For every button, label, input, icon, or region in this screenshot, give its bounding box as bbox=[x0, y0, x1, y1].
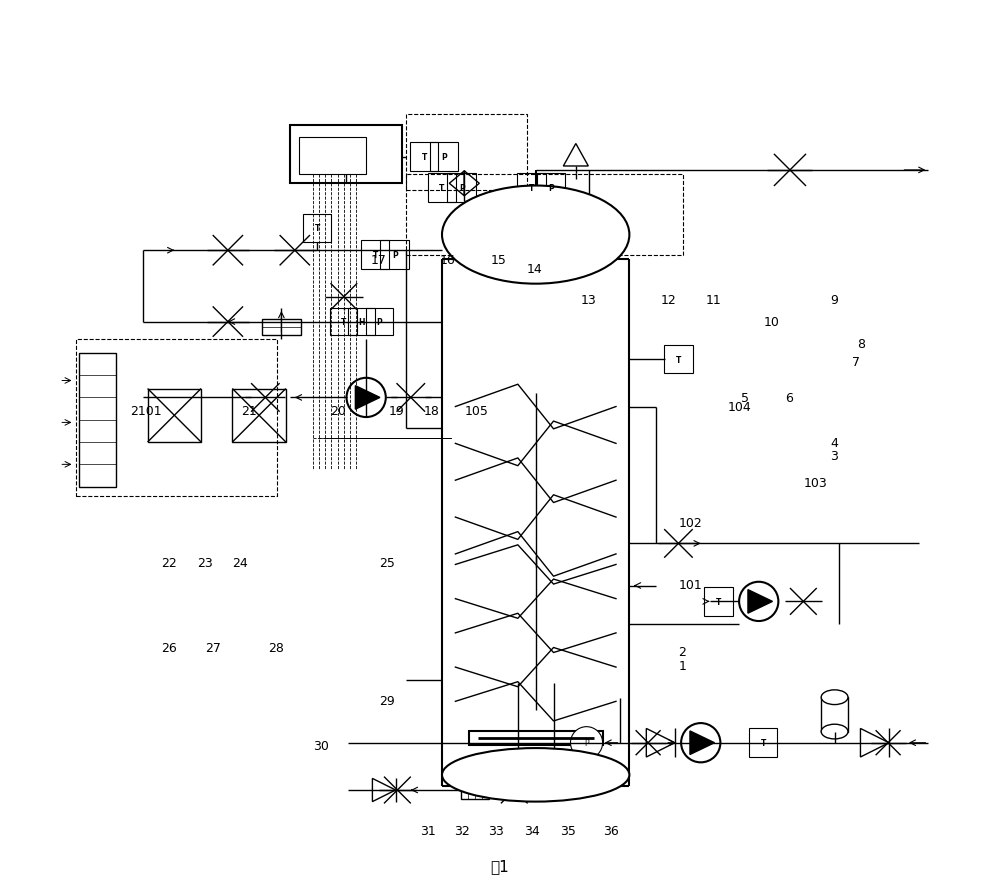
Text: 13: 13 bbox=[580, 293, 596, 307]
Polygon shape bbox=[748, 590, 772, 613]
Bar bbox=[821, 697, 848, 732]
Bar bbox=[428, 174, 456, 203]
Text: 1: 1 bbox=[678, 659, 686, 672]
Bar bbox=[537, 174, 565, 203]
Text: 32: 32 bbox=[454, 823, 469, 837]
Bar bbox=[430, 143, 458, 172]
Text: 35: 35 bbox=[560, 823, 576, 837]
Bar bbox=[749, 729, 777, 757]
Bar bbox=[232, 389, 286, 443]
Text: 5: 5 bbox=[741, 392, 749, 404]
Text: P: P bbox=[441, 153, 447, 162]
Bar bbox=[380, 241, 409, 270]
Text: 12: 12 bbox=[661, 293, 676, 307]
Bar bbox=[517, 174, 546, 203]
Ellipse shape bbox=[821, 690, 848, 704]
Bar bbox=[299, 138, 366, 175]
Bar bbox=[366, 308, 393, 335]
Text: 15: 15 bbox=[491, 253, 507, 266]
Text: T: T bbox=[716, 597, 721, 606]
Text: 9: 9 bbox=[830, 293, 838, 307]
Text: 2: 2 bbox=[678, 645, 686, 659]
Text: 25: 25 bbox=[380, 556, 395, 569]
Bar bbox=[406, 114, 527, 190]
Text: 30: 30 bbox=[313, 739, 329, 752]
Text: P: P bbox=[548, 184, 554, 193]
Text: 27: 27 bbox=[206, 641, 221, 654]
Text: 24: 24 bbox=[232, 556, 248, 569]
Text: P: P bbox=[377, 317, 382, 326]
Bar bbox=[447, 174, 476, 203]
Circle shape bbox=[739, 582, 778, 621]
Text: 102: 102 bbox=[678, 516, 702, 529]
Bar bbox=[148, 389, 201, 443]
Circle shape bbox=[570, 727, 603, 759]
Text: 23: 23 bbox=[197, 556, 212, 569]
Text: H: H bbox=[358, 317, 365, 326]
Circle shape bbox=[347, 378, 386, 417]
Bar bbox=[79, 353, 116, 487]
Text: T: T bbox=[761, 738, 766, 747]
Text: 11: 11 bbox=[705, 293, 721, 307]
Bar bbox=[406, 175, 683, 256]
Bar bbox=[348, 308, 375, 335]
Text: P: P bbox=[459, 184, 465, 193]
Text: T: T bbox=[421, 153, 427, 162]
Text: T: T bbox=[529, 184, 534, 193]
Text: 21: 21 bbox=[241, 405, 257, 417]
Ellipse shape bbox=[442, 186, 629, 284]
Text: 28: 28 bbox=[268, 641, 284, 654]
Text: 31: 31 bbox=[420, 823, 435, 837]
Bar bbox=[461, 781, 489, 799]
Polygon shape bbox=[690, 731, 714, 755]
Bar bbox=[704, 587, 733, 616]
Text: 19: 19 bbox=[388, 405, 404, 417]
Polygon shape bbox=[355, 386, 380, 409]
Text: 34: 34 bbox=[524, 823, 540, 837]
Text: T: T bbox=[372, 251, 378, 260]
Text: P: P bbox=[392, 251, 398, 260]
Text: 14: 14 bbox=[527, 262, 543, 275]
Text: T: T bbox=[314, 224, 320, 233]
Text: 8: 8 bbox=[857, 338, 865, 351]
Text: 26: 26 bbox=[161, 641, 177, 654]
Text: 7: 7 bbox=[852, 356, 860, 369]
Text: 10: 10 bbox=[763, 316, 779, 329]
Bar bbox=[262, 319, 301, 335]
Text: T: T bbox=[676, 355, 681, 364]
Polygon shape bbox=[563, 144, 588, 167]
Text: 36: 36 bbox=[603, 823, 618, 837]
Text: 33: 33 bbox=[488, 823, 504, 837]
Ellipse shape bbox=[442, 748, 629, 802]
Text: T: T bbox=[439, 184, 445, 193]
Bar bbox=[303, 215, 331, 243]
Text: P: P bbox=[584, 738, 589, 747]
Text: 22: 22 bbox=[161, 556, 177, 569]
Bar bbox=[469, 731, 603, 746]
Text: 图1: 图1 bbox=[491, 858, 509, 873]
Text: 29: 29 bbox=[380, 695, 395, 707]
Circle shape bbox=[681, 723, 720, 763]
Ellipse shape bbox=[821, 724, 848, 739]
Text: 4: 4 bbox=[830, 436, 838, 449]
Text: 17: 17 bbox=[371, 253, 387, 266]
Bar bbox=[330, 308, 357, 335]
Text: 20: 20 bbox=[330, 405, 346, 417]
Bar bbox=[410, 143, 438, 172]
Text: 16: 16 bbox=[439, 253, 455, 266]
Bar bbox=[361, 241, 389, 270]
Text: 105: 105 bbox=[464, 405, 488, 417]
Bar bbox=[290, 126, 402, 184]
Text: 2101: 2101 bbox=[130, 405, 161, 417]
Text: 104: 104 bbox=[728, 401, 751, 413]
Bar bbox=[664, 345, 693, 374]
Text: 18: 18 bbox=[424, 405, 440, 417]
Text: 3: 3 bbox=[830, 450, 838, 462]
Text: 103: 103 bbox=[803, 477, 827, 489]
Text: 101: 101 bbox=[678, 578, 702, 592]
Bar bbox=[76, 340, 277, 496]
Text: T: T bbox=[341, 317, 347, 326]
Text: 6: 6 bbox=[786, 392, 793, 404]
